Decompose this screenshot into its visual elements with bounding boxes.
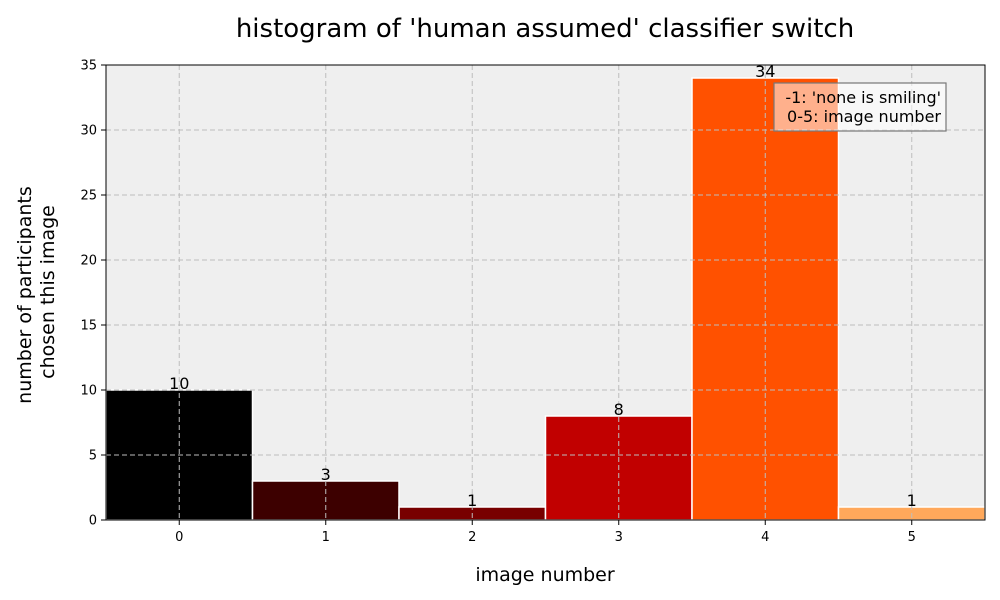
y-tick-label-35: 35 (80, 59, 97, 74)
x-tick-label-2: 2 (468, 530, 476, 545)
bar-value-labels: 10 3 1 8 34 1 (169, 62, 917, 510)
x-tick-label-4: 4 (761, 530, 769, 545)
annotation-box: -1: 'none is smiling' 0-5: image number (773, 82, 947, 132)
y-tick-label-10: 10 (80, 384, 97, 399)
y-tick-label-15: 15 (80, 319, 97, 334)
y-tick-label-20: 20 (80, 254, 97, 269)
plot-frame (105, 64, 986, 521)
bar-value-label-4: 34 (755, 62, 775, 81)
y-axis-label-line-2: chosen this image (37, 205, 59, 379)
annotation-box-frame (773, 82, 947, 132)
y-tick-label-25: 25 (80, 189, 97, 204)
bar-value-label-3: 8 (614, 400, 624, 419)
x-tick-label-3: 3 (615, 530, 623, 545)
x-tick-label-1: 1 (322, 530, 330, 545)
bar-value-label-0: 10 (169, 374, 189, 393)
y-axis-label: number of participants chosen this image (14, 180, 59, 404)
y-tick-label-5: 5 (89, 449, 97, 464)
y-axis-ticks: 0 5 10 15 20 25 30 35 (80, 59, 106, 529)
x-tick-label-0: 0 (175, 530, 183, 545)
bar-value-label-2: 1 (467, 491, 477, 510)
annotation-line-1: -1: 'none is smiling' (785, 88, 941, 107)
annotation-line-2: 0-5: image number (787, 107, 941, 126)
y-tick-label-0: 0 (89, 514, 97, 529)
x-tick-label-5: 5 (908, 530, 916, 545)
x-axis-label: image number (475, 564, 615, 586)
y-axis-label-line-1: number of participants (14, 186, 36, 404)
x-axis-ticks: 0 1 2 3 4 5 (175, 520, 916, 545)
y-tick-label-30: 30 (80, 124, 97, 139)
bar-value-label-1: 3 (321, 465, 331, 484)
chart-title: histogram of 'human assumed' classifier … (236, 14, 854, 44)
bar-value-label-5: 1 (907, 491, 917, 510)
